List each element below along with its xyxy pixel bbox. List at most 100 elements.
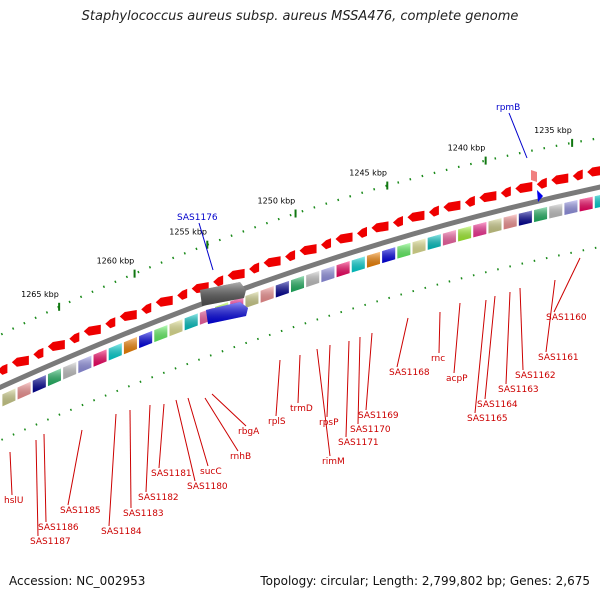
gene-leader-line — [43, 433, 47, 523]
accession-text: Accession: NC_002953 — [9, 574, 146, 588]
kbp-tick-label: 1235 kbp — [534, 126, 572, 135]
gene-block-shade — [154, 325, 168, 343]
gene-block-shade — [32, 375, 46, 393]
gene-leader-line — [175, 399, 196, 482]
gene-block-shade — [63, 362, 77, 380]
gene-arrow[interactable] — [11, 355, 29, 367]
gene-label: SAS1160 — [546, 313, 587, 323]
gene-arrow[interactable] — [443, 200, 461, 212]
gene-block-shade — [458, 225, 472, 242]
gene-leader-line — [187, 397, 209, 467]
gene-leader-line — [357, 336, 361, 425]
gene-arrow[interactable] — [155, 295, 173, 307]
topology-text: Topology: circular; Length: 2,799,802 bp… — [260, 574, 590, 588]
kbp-tick-label: 1265 kbp — [21, 290, 59, 299]
gene-block-shade — [139, 330, 153, 349]
gene-leader-line — [275, 359, 281, 417]
gene-label: SAS1180 — [187, 482, 228, 492]
gene-leader-line — [297, 354, 301, 404]
gene-label: sucC — [200, 467, 222, 477]
gene-block-shade — [291, 275, 305, 293]
gene-arrow[interactable] — [587, 166, 600, 177]
gene-arrow[interactable] — [249, 262, 260, 274]
gene-label: SAS1186 — [38, 523, 79, 533]
gene-block-shade — [78, 355, 92, 374]
outer-scale-arc — [0, 136, 600, 337]
gene-label: SAS1165 — [467, 414, 508, 424]
kbp-ticks: 1235 kbp 1240 kbp 1245 kbp 1250 kbp 1255 kbp… — [21, 126, 574, 311]
gene-arrow[interactable] — [464, 195, 475, 207]
gene-arrow[interactable] — [69, 332, 80, 344]
gene-block-shade — [17, 381, 31, 400]
gene-arrow[interactable] — [33, 347, 44, 359]
kbp-tick-label: 1245 kbp — [349, 169, 387, 178]
gene-arrow[interactable] — [263, 256, 281, 268]
gene-label: SAS1183 — [123, 509, 164, 519]
gene-label: SAS1169 — [358, 411, 399, 421]
gene-arrow[interactable] — [407, 210, 425, 222]
gene-arrow[interactable] — [285, 250, 296, 262]
gene-arrow[interactable] — [47, 339, 65, 351]
gene-block-shade — [442, 230, 456, 246]
gene-block-shade — [594, 195, 600, 209]
gene-label: SAS1164 — [477, 400, 518, 410]
gene-arrow[interactable] — [177, 288, 188, 300]
gene-arrow[interactable] — [428, 205, 439, 217]
gene-block-shade — [549, 203, 563, 219]
gene-arrow[interactable] — [83, 324, 101, 336]
kbp-tick-label: 1260 kbp — [97, 257, 135, 266]
gene-leader-line — [505, 291, 511, 385]
gene-block-shade — [306, 270, 320, 288]
gene-label: SAS1171 — [338, 438, 379, 448]
gene-arrow[interactable] — [335, 232, 353, 244]
gene-leader-line — [553, 257, 581, 313]
gene-block-shade — [534, 206, 548, 223]
gene-arrow[interactable] — [536, 177, 547, 189]
gene-arrow[interactable] — [392, 215, 403, 227]
gene-block-shade — [382, 247, 396, 264]
gene-arrow[interactable] — [479, 191, 497, 203]
gene-leader-line — [35, 439, 39, 537]
gene-arrow[interactable] — [515, 182, 533, 194]
kbp-tick-label: 1250 kbp — [258, 196, 296, 205]
gene-arrow[interactable] — [321, 238, 332, 250]
gene-leader-line — [129, 409, 132, 509]
gene-block-shade — [321, 265, 335, 283]
gene-label: rplS — [268, 417, 286, 427]
gene-leader-line — [519, 287, 524, 371]
gene-leader-line — [145, 404, 151, 493]
gene-arrow[interactable] — [500, 186, 511, 198]
gene-block-shade — [93, 349, 107, 367]
kbp-tick-label: 1255 kbp — [169, 228, 207, 237]
gene-leader-line — [316, 348, 331, 457]
gene-arrow[interactable] — [227, 268, 245, 280]
gene-label: SAS1182 — [138, 493, 179, 503]
gene-SAS1176[interactable]: SAS1176 — [177, 213, 248, 324]
gene-arrow[interactable] — [572, 169, 583, 181]
gene-block-shade — [2, 388, 16, 407]
gene-arrow[interactable] — [299, 244, 317, 256]
gene-leader-line — [345, 340, 350, 438]
gene-arrow[interactable] — [357, 226, 367, 238]
gene-leader-line — [9, 451, 13, 496]
gene-arrow[interactable] — [0, 363, 8, 375]
gene-block-shade — [184, 313, 198, 331]
gene-arrow[interactable] — [105, 317, 116, 329]
gene-arrow[interactable] — [371, 221, 389, 233]
gene-leader-line — [438, 311, 441, 354]
gene-block-shade — [123, 337, 137, 355]
gene-leader-line — [365, 332, 373, 411]
gene-labels: SAS1160 SAS1161 SAS1162 SAS1163 SAS1164 SAS11… — [4, 257, 587, 547]
gene-block-shade — [412, 238, 426, 255]
gene-arrow[interactable] — [119, 309, 137, 321]
rpmB-label: rpmB — [496, 103, 520, 113]
gene-leader-line — [67, 429, 83, 506]
gene-arrow[interactable] — [551, 173, 569, 185]
gene-rpmB[interactable]: rpmB — [496, 103, 543, 202]
gene-glyphs — [0, 166, 600, 407]
gene-block-shade — [397, 242, 411, 259]
gene-arrow[interactable] — [213, 275, 224, 287]
gene-arrow[interactable] — [141, 302, 152, 314]
gene-block-shade — [564, 200, 578, 215]
